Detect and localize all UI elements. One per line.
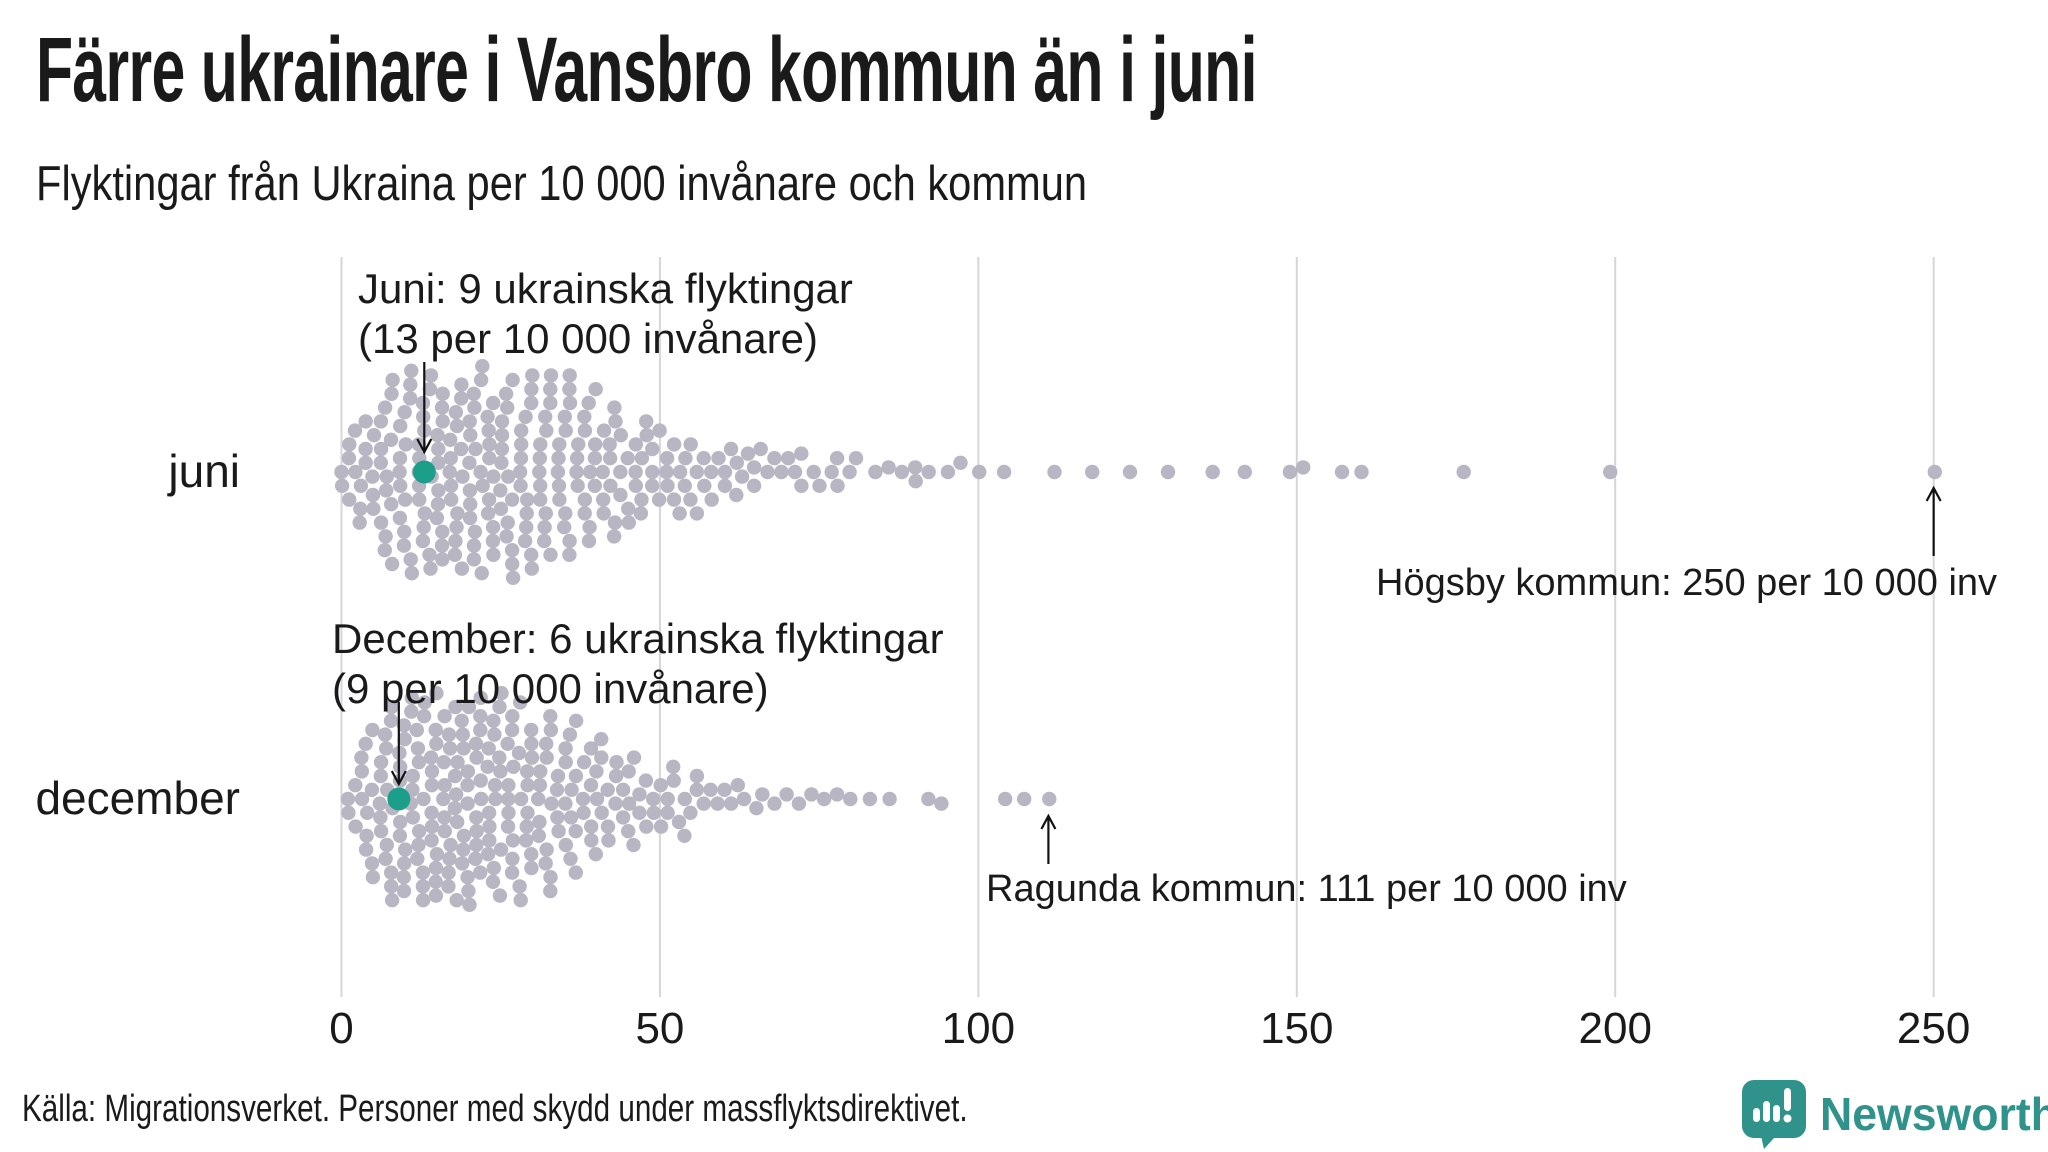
x-tick-label: 50 [635, 1004, 685, 1053]
newsworthy-logo: Newsworthy [1740, 1078, 2048, 1150]
annotation-arrow [1040, 813, 1057, 864]
page-title: Färre ukrainare i Vansbro kommun än i ju… [36, 19, 1257, 121]
x-tick-label: 200 [1578, 1004, 1652, 1053]
december-annotation-line2: (9 per 10 000 invånare) [332, 665, 769, 712]
ragunda-annotation: Ragunda kommun: 111 per 10 000 inv [986, 868, 1627, 910]
juni-swarm [334, 359, 1943, 585]
x-tick-label: 0 [329, 1004, 354, 1053]
december-swarm [340, 686, 1057, 912]
annotation-arrow [416, 362, 433, 455]
page-subtitle: Flyktingar från Ukraina per 10 000 invån… [36, 157, 1088, 211]
juni-annotation-line1: Juni: 9 ukrainska flyktingar [358, 265, 853, 312]
highlight-dot-juni [412, 460, 436, 484]
gridlines [340, 257, 1935, 997]
december-annotation-line1: December: 6 ukrainska flyktingar [332, 615, 944, 662]
december-annotation: December: 6 ukrainska flyktingar (9 per … [332, 614, 944, 714]
x-tick-label: 250 [1896, 1004, 1971, 1053]
newsworthy-logo-text: Newsworthy [1820, 1088, 2048, 1140]
hogsby-annotation: Högsby kommun: 250 per 10 000 inv [1376, 562, 1998, 604]
source-note: Källa: Migrationsverket. Personer med sk… [22, 1088, 968, 1130]
x-tick-label: 150 [1260, 1004, 1334, 1053]
highlight-dot-december [387, 787, 411, 811]
newsworthy-logo-icon [1742, 1080, 1806, 1149]
x-tick-label: 100 [941, 1004, 1016, 1053]
juni-annotation: Juni: 9 ukrainska flyktingar (13 per 10 … [358, 264, 853, 364]
juni-annotation-line2: (13 per 10 000 invånare) [358, 315, 818, 362]
row-label-juni: juni [168, 445, 240, 497]
row-label-december: december [35, 772, 240, 824]
annotation-arrow [390, 702, 407, 787]
annotation-arrow [1925, 485, 1942, 556]
